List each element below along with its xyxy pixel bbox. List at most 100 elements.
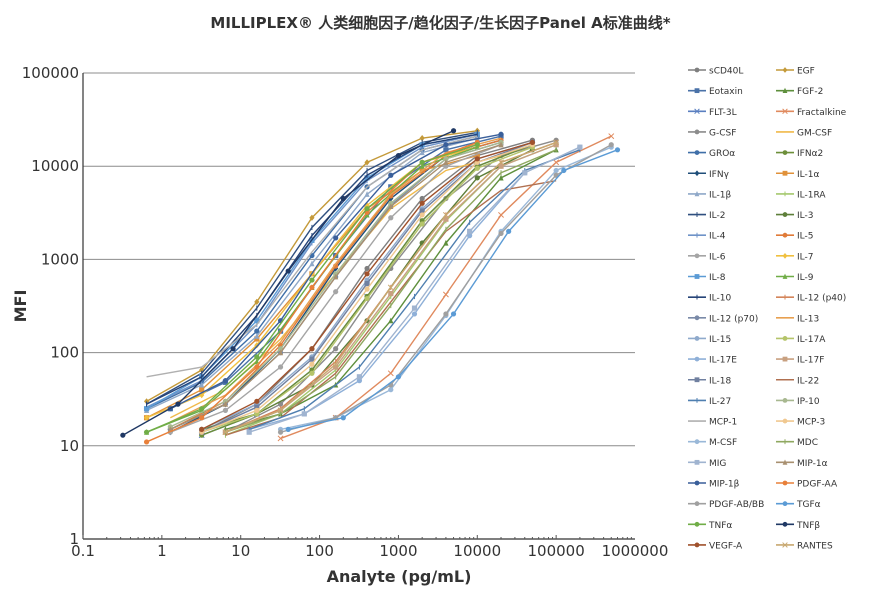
data-point [199,387,205,393]
legend-label: IL-17F [797,356,824,366]
series-mcp-3 [199,142,536,435]
legend-item-rantes: RANTES [776,541,833,551]
series-tnfα [143,142,480,435]
data-point [443,239,449,246]
x-tick-label: 1000 [379,542,417,560]
data-point [474,152,480,159]
data-point [506,228,512,234]
legend-marker [694,542,700,548]
data-point [277,364,284,370]
legend-label: TNFβ [796,521,820,531]
legend-label: VEGF-A [709,541,743,551]
legend-label: RANTES [797,541,833,551]
legend-marker [782,108,788,115]
legend-marker [782,480,788,486]
chart-title: MILLIPLEX® 人类细胞因子/趋化因子/生长因子Panel A标准曲线* [210,14,671,32]
legend-marker [694,315,700,321]
data-point [199,366,205,374]
legend-marker [782,398,788,403]
x-tick-label: 1000000 [602,542,669,560]
data-point [333,273,339,280]
data-point [333,364,339,370]
legend-item-il-1α: IL-1α [776,170,819,180]
data-point [443,216,449,222]
data-point [388,172,394,178]
data-point [387,284,394,291]
legend-item-il-27: IL-27 [688,397,731,407]
legend-marker [782,521,788,527]
data-point [388,290,394,297]
data-point [230,346,236,352]
data-point [120,432,126,438]
legend-label: M-CSF [709,438,737,448]
legend-item-vegf-a: VEGF-A [688,541,743,551]
data-point [364,191,370,197]
data-point [254,342,260,349]
legend-label: IL-22 [797,376,819,386]
data-point [309,370,315,376]
legend-item-fgf-2: FGF-2 [776,87,823,97]
data-point [387,370,394,377]
data-point [443,195,449,202]
data-point [395,152,402,159]
data-point [254,298,260,305]
data-point [450,128,457,134]
legend-item-m-csf: M-CSF [688,438,737,448]
legend-label: GM-CSF [797,128,832,138]
data-point [443,156,449,162]
legend-label: IP-10 [797,397,820,407]
legend-label: IL-1β [709,190,731,200]
legend-item-mip-1β: MIP-1β [688,480,740,490]
legend-marker [782,542,788,548]
legend-marker [694,480,700,486]
data-point [388,195,394,202]
data-point [309,284,315,291]
series-mcp-1 [146,135,478,378]
series-vegf-a [199,139,536,432]
data-point [364,286,370,292]
legend-marker [782,170,788,176]
data-point [498,230,504,237]
legend-marker [782,232,788,238]
data-point [246,429,252,435]
data-point [498,211,504,218]
legend-label: IL-10 [709,294,731,304]
data-point [254,404,260,410]
data-point [309,346,315,352]
data-point [143,429,150,435]
legend-item-il-8: IL-8 [688,273,726,283]
legend-label: TNFα [708,521,732,531]
legend-item-flt-3l: FLT-3L [688,108,737,118]
data-point [614,147,621,153]
legend-marker [694,439,700,445]
data-point [143,439,150,445]
legend-label: IL-9 [797,273,814,283]
data-point [443,142,449,148]
legend-item-il-5: IL-5 [776,232,813,242]
data-point [301,411,307,417]
legend-label: IL-17A [797,335,826,345]
series-mig [246,144,583,435]
data-point [561,167,567,174]
legend-label: MCP-1 [709,418,737,428]
legend-marker [694,274,700,279]
data-point [388,387,394,393]
legend-item-il-1ra: IL-1RA [776,190,826,200]
data-point [419,163,425,169]
data-point [364,206,370,212]
data-point [222,401,229,407]
legend-label: IL-27 [709,397,731,407]
legend-item-il-10: IL-10 [688,294,731,304]
data-point [419,135,425,142]
legend-label: sCD40L [709,67,743,77]
series-tnfβ [120,128,457,438]
series-rantes [222,139,560,436]
legend-label: IL-4 [709,232,726,242]
data-point [419,159,425,165]
legend-marker [782,150,788,156]
legend-marker [782,501,788,507]
legend-item-il-18: IL-18 [688,376,731,386]
legend-marker [694,459,700,465]
y-tick-label: 1000 [41,250,79,268]
data-point [309,260,315,267]
